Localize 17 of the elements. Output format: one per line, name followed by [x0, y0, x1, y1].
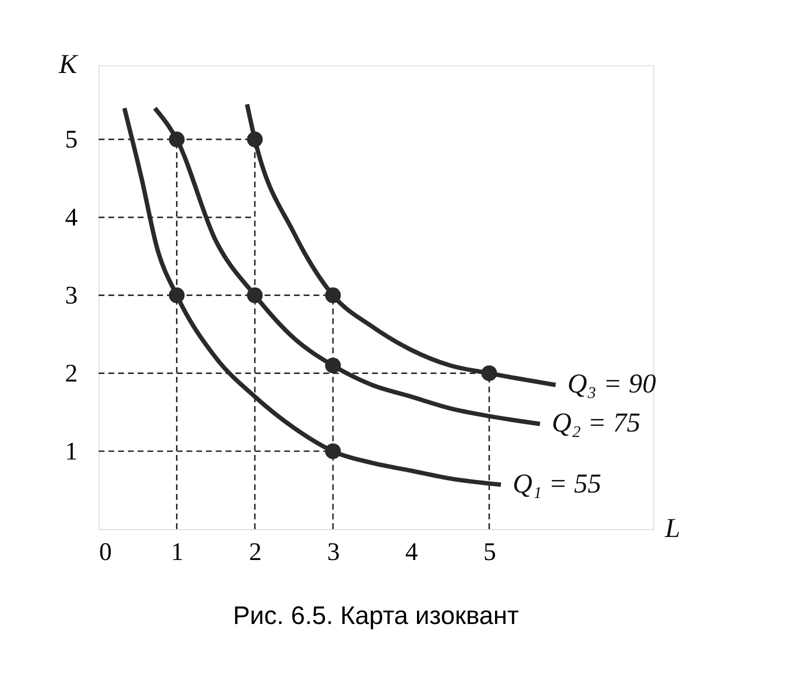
x-tick-label: 2 — [249, 538, 262, 566]
y-axis-title: K — [58, 49, 79, 80]
text: Рис. 6.5. Карта изоквант — [232, 602, 520, 630]
x-axis-title: L — [664, 512, 680, 543]
series-label: Q₃ = 90 — [567, 368, 656, 399]
y-tick-label: 4 — [64, 204, 78, 232]
x-tick-label: 3 — [327, 538, 340, 566]
series-label: Q₂ = 75 — [552, 408, 640, 438]
x-tick-label: 5 — [483, 538, 496, 566]
y-tick-label: 2 — [64, 360, 78, 388]
y-tick-label: 3 — [64, 282, 78, 310]
y-tick-label: 5 — [64, 126, 78, 154]
y-tick-label: 1 — [64, 437, 78, 466]
x-tick-label: 4 — [405, 538, 418, 566]
series-label: Q₁ = 55 — [512, 468, 602, 499]
x-tick-label: 1 — [170, 538, 184, 566]
x-tick-label: 0 — [99, 538, 112, 566]
